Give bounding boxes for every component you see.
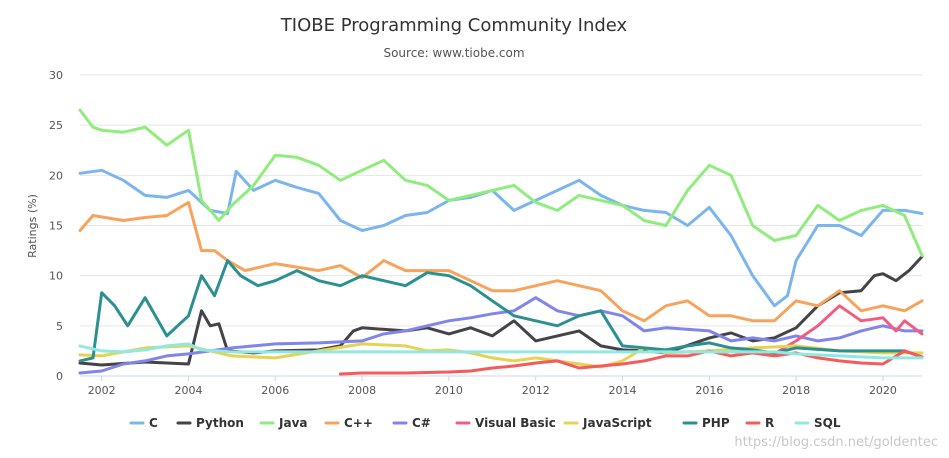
series-line-c xyxy=(78,200,924,323)
legend-item-sql[interactable]: SQL xyxy=(794,416,841,430)
x-tick-label: 2004 xyxy=(175,384,203,397)
legend-item-python[interactable]: Python xyxy=(176,416,244,430)
series-line-java xyxy=(78,108,924,258)
watermark-text: https://blog.csdn.net/goldentec xyxy=(734,435,938,450)
legend-item-c[interactable]: C# xyxy=(392,416,431,430)
x-tick-label: 2016 xyxy=(695,384,723,397)
y-axis-title: Ratings (%) xyxy=(26,194,39,258)
legend-label: R xyxy=(765,416,774,430)
legend-label: Java xyxy=(278,416,307,430)
legend-item-javascript[interactable]: JavaScript xyxy=(563,416,652,430)
y-tick-label: 0 xyxy=(56,370,63,383)
x-tick-label: 2020 xyxy=(869,384,897,397)
x-axis-ticks: 2002 2004 2006 2008 2010 2012 2014 2016 2018 2020 xyxy=(88,376,897,397)
legend-item-java[interactable]: Java xyxy=(259,416,307,430)
x-tick-label: 2010 xyxy=(435,384,463,397)
x-tick-label: 2018 xyxy=(782,384,810,397)
y-tick-label: 10 xyxy=(49,270,63,283)
x-tick-label: 2002 xyxy=(88,384,116,397)
legend: C Python Java C++ C# Visual Basic JavaScript PH… xyxy=(129,416,841,430)
legend-item-c[interactable]: C++ xyxy=(324,416,373,430)
series-line-php xyxy=(78,259,924,363)
series-lines xyxy=(78,108,924,376)
series-line-r xyxy=(338,349,924,376)
chart-subtitle: Source: www.tiobe.com xyxy=(383,46,524,60)
legend-label: C++ xyxy=(344,416,373,430)
y-tick-label: 15 xyxy=(49,220,63,233)
legend-label: SQL xyxy=(814,416,841,430)
x-tick-label: 2014 xyxy=(609,384,637,397)
y-tick-label: 30 xyxy=(49,69,63,82)
x-tick-label: 2006 xyxy=(261,384,289,397)
legend-item-php[interactable]: PHP xyxy=(682,416,730,430)
series-line-sql xyxy=(78,342,924,360)
legend-item-c[interactable]: C xyxy=(129,416,158,430)
legend-label: C# xyxy=(412,416,431,430)
series-line-visual-basic xyxy=(772,304,924,356)
y-tick-label: 5 xyxy=(56,320,63,333)
legend-label: JavaScript xyxy=(582,416,652,430)
y-tick-label: 20 xyxy=(49,169,63,182)
legend-item-visual-basic[interactable]: Visual Basic xyxy=(455,416,556,430)
legend-label: C xyxy=(149,416,158,430)
legend-item-r[interactable]: R xyxy=(745,416,774,430)
y-tick-label: 25 xyxy=(49,119,63,132)
y-axis-ticks: 0 5 10 15 20 25 30 xyxy=(49,69,63,383)
legend-label: Visual Basic xyxy=(475,416,556,430)
x-tick-label: 2012 xyxy=(522,384,550,397)
chart-title: TIOBE Programming Community Index xyxy=(280,15,628,36)
legend-label: PHP xyxy=(702,416,730,430)
legend-label: Python xyxy=(196,416,244,430)
x-tick-label: 2008 xyxy=(348,384,376,397)
